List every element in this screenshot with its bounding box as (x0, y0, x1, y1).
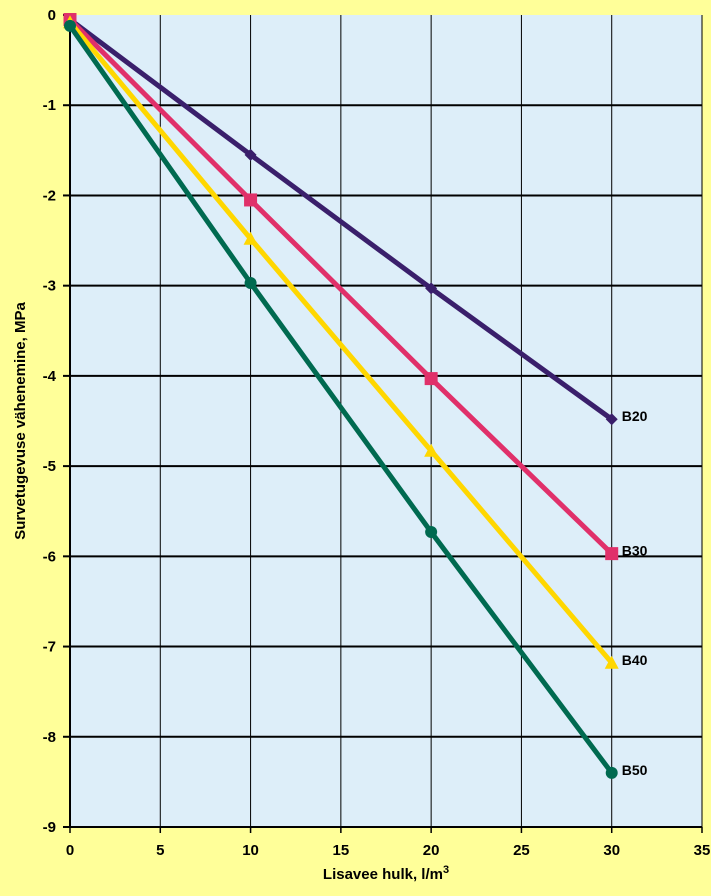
series-group: B20 B30 B40 B50 (63, 13, 648, 779)
series-line-b50 (67, 23, 615, 776)
x-tick-label: 30 (603, 842, 620, 859)
y-tick-label: -2 (43, 187, 56, 204)
y-tick-label: -5 (43, 458, 56, 475)
data-point-b40 (604, 655, 619, 669)
y-tick-label: -7 (43, 639, 56, 656)
x-tick-label: 25 (513, 842, 530, 859)
data-point-b30 (244, 193, 258, 207)
data-point-b20 (605, 413, 618, 426)
grid-lines (70, 15, 703, 828)
data-point-b50 (605, 766, 618, 779)
y-tick-label: 0 (48, 7, 56, 24)
data-point-b20 (425, 282, 438, 295)
data-point-b40 (424, 443, 439, 457)
y-tick-label: -9 (43, 819, 56, 836)
series-line-b20 (67, 17, 615, 422)
x-tick-label: 20 (423, 842, 440, 859)
data-point-b40 (243, 231, 258, 245)
x-axis-title-superscript: 3 (443, 864, 449, 876)
series-line-b30 (67, 17, 615, 557)
series-label-b40: B40 (622, 652, 648, 668)
x-tick-label: 0 (66, 842, 74, 859)
y-tick-label: -6 (43, 548, 56, 565)
y-tick-labels: 0 -1 -2 -3 -4 -5 -6 -7 -8 -9 (43, 7, 57, 836)
y-tick-label: -1 (43, 97, 56, 114)
y-axis-title: Survetugevuse vähenemine, MPa (12, 302, 29, 540)
series-label-b20: B20 (622, 408, 648, 424)
data-point-b30 (605, 547, 619, 561)
series-line-b40 (67, 19, 615, 666)
x-axis-title: Lisavee hulk, l/m3 (323, 864, 449, 883)
x-tick-label: 15 (333, 842, 350, 859)
y-tick-label: -3 (43, 278, 56, 295)
series-label-b50: B50 (622, 762, 648, 778)
y-tick-label: -8 (43, 729, 56, 746)
series-label-b30: B30 (622, 543, 648, 559)
series-b50: B50 (64, 19, 648, 779)
data-point-b50 (425, 525, 438, 538)
x-tick-label: 35 (694, 842, 711, 859)
data-point-b50 (64, 19, 76, 32)
data-point-b30 (424, 372, 438, 386)
x-tick-label: 10 (242, 842, 259, 859)
data-point-b50 (244, 276, 257, 289)
y-tick-label: -4 (43, 368, 57, 385)
data-point-b20 (244, 148, 257, 161)
series-b40: B40 (63, 15, 648, 669)
axes (63, 14, 703, 833)
x-tick-labels: 0 5 10 15 20 25 30 35 (66, 842, 711, 859)
x-tick-label: 5 (156, 842, 164, 859)
